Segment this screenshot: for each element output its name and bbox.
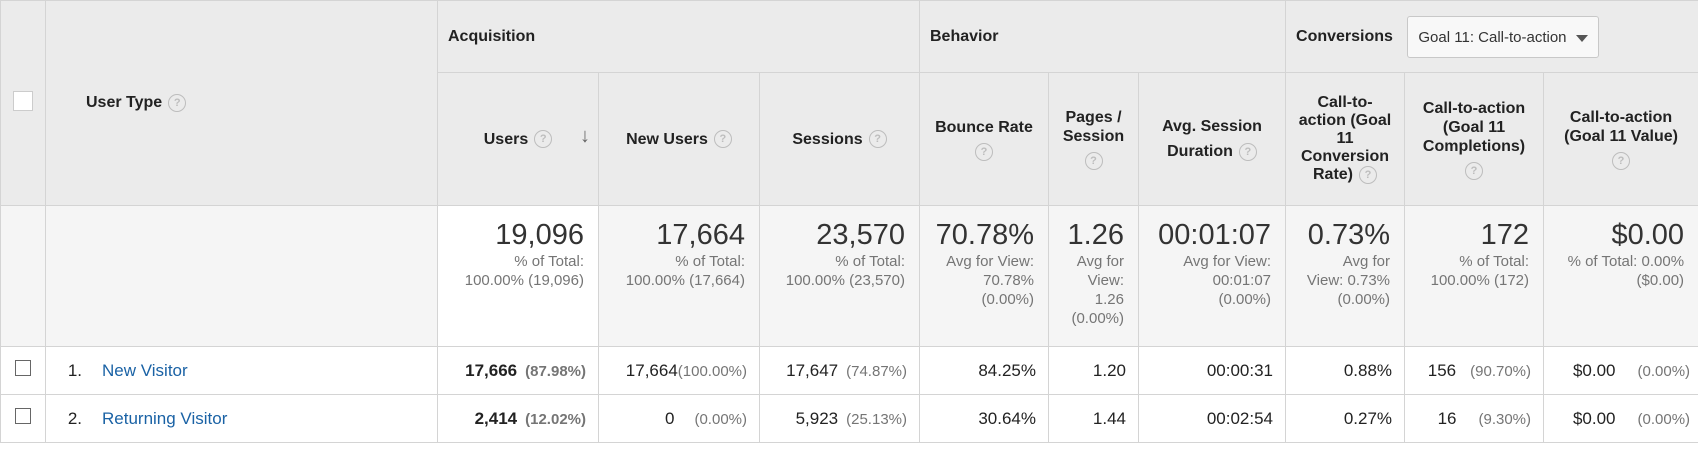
cell-new-users: 17,664(100.00%) [598, 346, 760, 395]
totals-label [45, 205, 438, 347]
col-conversion-rate[interactable]: Call-to- action (Goal 11 Conversion Rate… [1285, 72, 1406, 206]
total-goal-value: $0.00 % of Total: 0.00% ($0.00) [1543, 205, 1698, 347]
cell-pages-session: 1.20 [1048, 346, 1139, 395]
cell-avg-duration: 00:02:54 [1137, 394, 1287, 443]
cell-completions: 16 (9.30%) [1404, 394, 1545, 443]
cell-conv-rate: 0.88% [1285, 346, 1406, 395]
group-behavior: Behavior [918, 0, 1287, 73]
user-type-link[interactable]: Returning Visitor [102, 408, 228, 428]
help-icon[interactable]: ? [868, 130, 887, 149]
dimension-cell: 2. Returning Visitor [45, 394, 438, 443]
sort-desc-icon[interactable]: ↓ [580, 125, 590, 147]
dimension-cell: 1. New Visitor [45, 346, 438, 395]
col-sessions[interactable]: Sessions? [759, 72, 920, 206]
col-completions[interactable]: Call-to-action (Goal 11 Completions) ? [1404, 72, 1545, 206]
col-bounce-rate[interactable]: Bounce Rate ? [919, 72, 1049, 206]
help-icon[interactable]: ? [534, 130, 553, 149]
dimension-header[interactable]: User Type? [45, 0, 438, 206]
cell-users: 2,414 (12.02%) [437, 394, 599, 443]
help-icon[interactable]: ? [168, 93, 187, 112]
row-checkbox-cell [0, 346, 46, 395]
goal-selector-dropdown[interactable]: Goal 11: Call-to-action [1407, 15, 1600, 58]
group-conversions: Conversions Goal 11: Call-to-action [1285, 0, 1698, 73]
cell-conv-rate: 0.27% [1285, 394, 1406, 443]
total-new-users: 17,664 % of Total: 100.00% (17,664) [598, 205, 760, 347]
select-all-cell [0, 0, 46, 206]
total-users: 19,096 % of Total: 100.00% (19,096) [437, 205, 599, 347]
cell-users: 17,666 (87.98%) [437, 346, 599, 395]
dimension-label: User Type [86, 94, 163, 112]
total-bounce-rate: 70.78% Avg for View: 70.78% (0.00%) [919, 205, 1049, 347]
cell-bounce-rate: 84.25% [919, 346, 1049, 395]
select-all-checkbox[interactable] [13, 90, 33, 111]
cell-avg-duration: 00:00:31 [1137, 346, 1287, 395]
total-avg-duration: 00:01:07 Avg for View: 00:01:07 (0.00%) [1137, 205, 1287, 347]
col-pages-session[interactable]: Pages / Session ? [1048, 72, 1139, 206]
col-new-users[interactable]: New Users? [598, 72, 760, 206]
col-users[interactable]: Users? ↓ [437, 72, 599, 206]
cell-new-users: 0 (0.00%) [598, 394, 760, 443]
cell-sessions: 17,647 (74.87%) [759, 346, 920, 395]
chevron-down-icon [1576, 34, 1589, 42]
row-checkbox[interactable] [15, 408, 31, 424]
total-pages-session: 1.26 Avg for View: 1.26 (0.00%) [1048, 205, 1139, 347]
cell-sessions: 5,923 (25.13%) [759, 394, 920, 443]
col-goal-value[interactable]: Call-to-action (Goal 11 Value) ? [1543, 72, 1698, 206]
total-sessions: 23,570 % of Total: 100.00% (23,570) [759, 205, 920, 347]
row-checkbox[interactable] [15, 360, 31, 376]
total-completions: 172 % of Total: 100.00% (172) [1404, 205, 1545, 347]
cell-goal-value: $0.00 (0.00%) [1543, 346, 1698, 395]
row-checkbox-cell [0, 394, 46, 443]
group-acquisition: Acquisition [437, 0, 920, 73]
cell-bounce-rate: 30.64% [919, 394, 1049, 443]
user-type-link[interactable]: New Visitor [102, 360, 188, 380]
totals-row: 19,096 % of Total: 100.00% (19,096) 17,66… [0, 205, 1698, 347]
totals-blank [0, 205, 46, 347]
help-icon[interactable]: ? [1359, 165, 1378, 184]
help-icon[interactable]: ? [1238, 142, 1257, 161]
help-icon[interactable]: ? [1084, 152, 1103, 170]
table-row: 1. New Visitor 17,666 (87.98%) 17,664(100.… [0, 346, 1698, 395]
help-icon[interactable]: ? [713, 130, 732, 149]
goal-selector-value: Goal 11: Call-to-action [1418, 28, 1567, 46]
table-row: 2. Returning Visitor 2,414 (12.02%) 0 (0.00… [0, 394, 1698, 443]
cell-completions: 156 (90.70%) [1404, 346, 1545, 395]
help-icon[interactable]: ? [975, 142, 993, 161]
col-avg-session-duration[interactable]: Avg. Session Duration? [1137, 72, 1287, 206]
total-conv-rate: 0.73% Avg for View: 0.73% (0.00%) [1285, 205, 1406, 347]
cell-pages-session: 1.44 [1048, 394, 1139, 443]
help-icon[interactable]: ? [1465, 161, 1484, 180]
help-icon[interactable]: ? [1612, 152, 1631, 170]
cell-goal-value: $0.00 (0.00%) [1543, 394, 1698, 443]
